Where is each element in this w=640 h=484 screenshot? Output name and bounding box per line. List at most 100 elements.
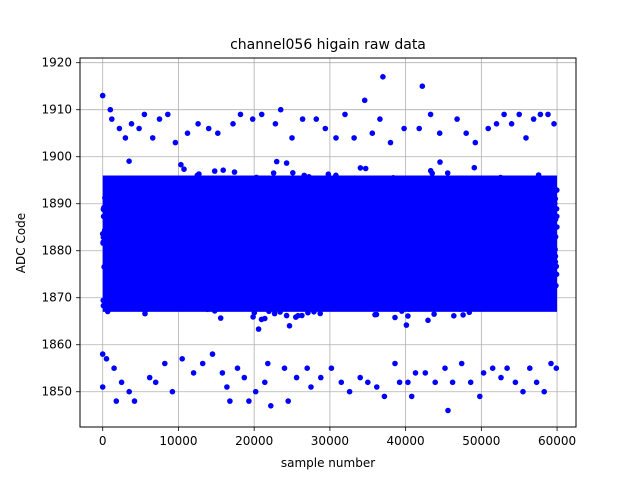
data-point bbox=[152, 379, 159, 386]
x-tick-label: 10000 bbox=[159, 434, 197, 448]
data-point bbox=[501, 111, 507, 118]
data-point bbox=[219, 370, 226, 376]
data-point bbox=[211, 168, 218, 174]
data-point bbox=[111, 365, 117, 372]
data-point bbox=[342, 111, 348, 118]
data-point bbox=[128, 121, 135, 127]
data-point bbox=[268, 403, 274, 409]
data-point bbox=[227, 398, 233, 404]
data-point bbox=[437, 159, 443, 165]
data-point bbox=[271, 310, 278, 317]
data-point bbox=[109, 116, 115, 122]
data-point bbox=[99, 384, 106, 390]
data-point bbox=[480, 370, 487, 376]
data-point bbox=[317, 310, 324, 317]
data-point bbox=[401, 125, 407, 132]
data-point bbox=[308, 384, 314, 390]
y-tick-label: 1900 bbox=[41, 150, 72, 164]
data-point bbox=[516, 111, 522, 118]
data-point bbox=[141, 111, 148, 118]
data-point bbox=[255, 326, 262, 332]
data-point bbox=[273, 158, 280, 165]
data-point bbox=[99, 351, 106, 357]
data-point bbox=[283, 312, 290, 319]
data-point bbox=[241, 374, 248, 381]
x-axis-ticks: 0 10000 20000 30000 40000 50000 60000 bbox=[99, 427, 576, 448]
data-point bbox=[126, 388, 132, 395]
data-point bbox=[471, 164, 478, 171]
data-point bbox=[351, 135, 357, 141]
data-point bbox=[205, 125, 212, 132]
data-point bbox=[392, 314, 398, 321]
data-point bbox=[277, 106, 284, 113]
data-point bbox=[403, 322, 410, 328]
data-point bbox=[165, 111, 171, 118]
data-point bbox=[504, 365, 510, 372]
data-point bbox=[272, 121, 279, 127]
data-point bbox=[442, 365, 448, 372]
x-tick-label: 0 bbox=[99, 434, 107, 448]
data-point bbox=[498, 374, 504, 381]
x-axis-label: sample number bbox=[281, 456, 375, 470]
y-tick-label: 1880 bbox=[41, 244, 72, 258]
data-point bbox=[553, 365, 560, 372]
data-point bbox=[290, 170, 296, 176]
data-point bbox=[107, 106, 114, 113]
data-point bbox=[184, 130, 191, 136]
data-point bbox=[362, 165, 369, 172]
data-point bbox=[377, 116, 383, 122]
data-point bbox=[489, 365, 496, 372]
data-point bbox=[299, 312, 305, 319]
plot-frame bbox=[79, 57, 577, 428]
y-tick-label: 1890 bbox=[41, 197, 72, 211]
data-point bbox=[425, 317, 431, 324]
data-point bbox=[99, 92, 106, 99]
data-point bbox=[405, 313, 411, 319]
y-axis-label: ADC Code bbox=[14, 213, 28, 273]
data-point bbox=[548, 360, 554, 367]
y-tick-label: 1920 bbox=[41, 56, 72, 70]
data-point bbox=[328, 365, 335, 372]
data-point bbox=[103, 356, 110, 362]
data-point bbox=[285, 398, 292, 404]
data-point bbox=[357, 374, 364, 381]
y-tick-label: 1850 bbox=[41, 385, 72, 399]
data-point bbox=[357, 165, 364, 171]
data-point bbox=[270, 170, 277, 176]
data-point bbox=[454, 116, 460, 122]
data-points bbox=[99, 74, 560, 414]
data-point bbox=[146, 374, 153, 381]
data-point bbox=[249, 116, 256, 122]
data-point bbox=[283, 160, 290, 166]
data-point bbox=[427, 167, 434, 174]
data-point bbox=[537, 111, 544, 118]
data-point bbox=[508, 121, 515, 127]
data-point bbox=[380, 74, 386, 80]
data-point bbox=[136, 125, 142, 132]
data-point bbox=[422, 370, 429, 376]
y-tick-label: 1860 bbox=[41, 338, 72, 352]
data-point bbox=[113, 398, 120, 404]
data-point bbox=[365, 379, 371, 386]
y-tick-label: 1870 bbox=[41, 291, 72, 305]
data-point bbox=[372, 311, 378, 318]
x-tick-label: 20000 bbox=[235, 434, 273, 448]
data-point bbox=[485, 125, 492, 132]
data-point bbox=[258, 111, 265, 118]
data-point bbox=[224, 384, 230, 390]
data-point bbox=[449, 379, 456, 386]
data-point bbox=[419, 83, 426, 89]
data-point bbox=[458, 360, 465, 367]
data-point bbox=[545, 111, 551, 118]
data-point bbox=[472, 139, 479, 146]
data-point bbox=[252, 388, 259, 395]
data-point bbox=[126, 158, 132, 164]
data-point bbox=[427, 111, 434, 118]
data-point bbox=[195, 121, 201, 127]
chart-title: channel056 higain raw data bbox=[230, 37, 426, 53]
x-tick-label: 40000 bbox=[387, 434, 425, 448]
data-point bbox=[281, 365, 288, 372]
data-point bbox=[318, 374, 324, 381]
data-point bbox=[493, 121, 500, 127]
